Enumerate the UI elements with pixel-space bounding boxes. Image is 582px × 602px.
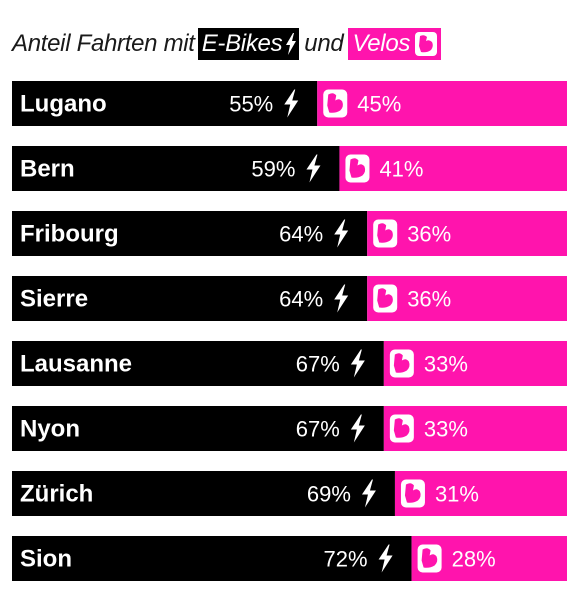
lightning-bolt-icon [361,479,376,508]
value-label-velos: 33% [424,417,468,442]
flexed-bicep-icon [415,32,438,56]
value-label-velos: 41% [379,157,423,182]
title-ebikes-label: E-Bikes [201,30,283,57]
bar-ebikes [12,406,384,451]
title-velos-highlight: Velos [348,28,442,60]
lightning-bolt-icon [286,33,297,55]
category-label: Lausanne [20,351,132,378]
bar-velos [317,81,567,126]
lightning-bolt-icon [284,89,299,118]
flexed-bicep-icon [400,479,425,508]
category-label: Bern [20,156,75,183]
value-label-ebikes: 72% [324,547,368,572]
category-label: Sion [20,546,72,573]
category-label: Nyon [20,416,80,443]
title-velos-label: Velos [352,30,411,57]
flexed-bicep-icon [373,219,398,248]
lightning-bolt-icon [334,284,349,313]
lightning-bolt-icon [378,544,393,573]
category-label: Zürich [20,481,93,508]
title-text-2: und [304,30,344,57]
value-label-velos: 36% [407,287,451,312]
bar-ebikes [12,471,395,516]
bar-ebikes [12,81,318,126]
flexed-bicep-icon [373,284,398,313]
value-label-velos: 33% [424,352,468,377]
value-label-velos: 45% [357,92,401,117]
bar-velos [339,146,567,191]
flexed-bicep-icon [389,349,414,378]
category-label: Fribourg [20,221,119,248]
value-label-ebikes: 59% [251,157,295,182]
flexed-bicep-icon [389,414,414,443]
value-label-ebikes: 67% [296,352,340,377]
value-label-ebikes: 55% [229,92,273,117]
flexed-bicep-icon [323,89,348,118]
value-label-ebikes: 69% [307,482,351,507]
bar-velos [383,406,567,451]
bar-ebikes [12,211,368,256]
value-label-velos: 31% [435,482,479,507]
bar-ebikes [12,536,412,581]
title-ebikes-highlight: E-Bikes [197,28,300,60]
chart-title: Anteil Fahrten mit E-Bikes und Velos [12,28,442,60]
flexed-bicep-icon [417,544,442,573]
value-label-ebikes: 67% [296,417,340,442]
bar-velos [367,211,567,256]
bar-ebikes [12,341,384,386]
flexed-bicep-icon [345,154,370,183]
value-label-ebikes: 64% [279,287,323,312]
bar-velos [367,276,567,321]
value-label-ebikes: 64% [279,222,323,247]
lightning-bolt-icon [350,349,365,378]
lightning-bolt-icon [334,219,349,248]
category-label: Sierre [20,286,88,313]
value-label-velos: 36% [407,222,451,247]
bar-ebikes [12,276,368,321]
bar-velos [383,341,567,386]
lightning-bolt-icon [306,154,321,183]
value-label-velos: 28% [452,547,496,572]
category-label: Lugano [20,91,107,118]
lightning-bolt-icon [350,414,365,443]
bar-ebikes [12,146,340,191]
title-text-1: Anteil Fahrten mit [12,30,195,57]
